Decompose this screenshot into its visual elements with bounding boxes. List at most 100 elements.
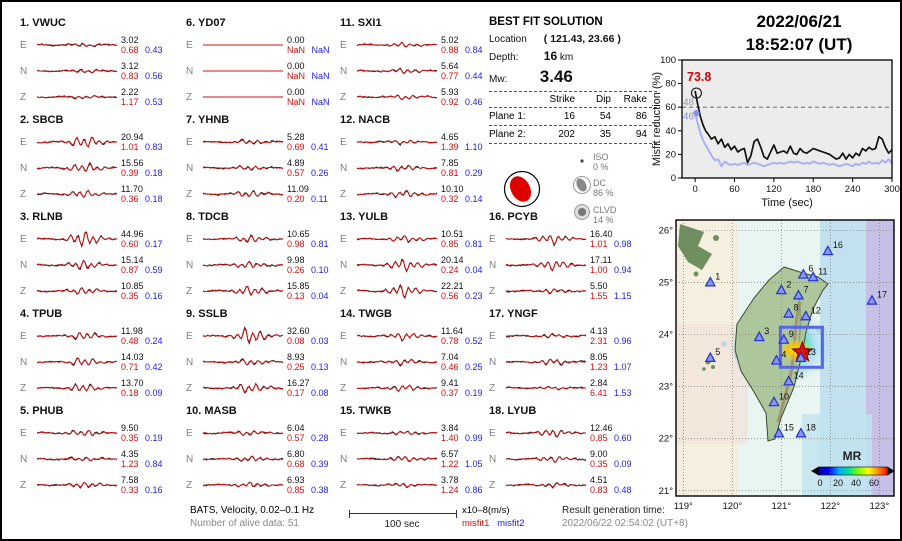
misfit1-value: 1.40	[441, 433, 459, 443]
component-label: Z	[340, 188, 347, 200]
depth-unit: km	[559, 52, 574, 63]
map-station-number: 2	[786, 279, 791, 289]
waveform-row: E 4.65 1.39 1.10	[340, 129, 487, 155]
svg-text:21°: 21°	[659, 486, 674, 497]
amplitude-value: 20.14	[441, 255, 464, 265]
clvd-circle-icon	[571, 203, 593, 226]
waveform-trace	[202, 429, 284, 437]
waveform-row: E 32.60 0.08 0.03	[186, 323, 338, 349]
misfit1-value: 0.35	[121, 291, 139, 301]
waveform-row: E 0.00 NaN NaN	[186, 32, 338, 58]
component-label: Z	[489, 479, 496, 491]
amplitude-value: 10.51	[441, 229, 464, 239]
waveform-trace	[505, 288, 587, 295]
amplitude-value: 9.41	[441, 378, 459, 388]
waveform-trace	[505, 429, 587, 438]
amplitude-value: 7.85	[441, 158, 459, 168]
waveform-trace	[202, 190, 284, 198]
waveform-row: E 10.51 0.85 0.81	[340, 226, 487, 252]
waveform-trace	[203, 96, 283, 98]
waveform-row: Z 2.84 6.41 1.53	[489, 375, 651, 401]
waveform-trace	[202, 285, 284, 297]
component-label: E	[186, 330, 193, 342]
waveform-trace	[202, 164, 284, 171]
amplitude-value: 3.12	[121, 61, 139, 71]
map-station-marker	[775, 284, 787, 295]
station-code: LYUB	[507, 405, 537, 417]
result-generation-info: Result generation time: 2022/06/22 02:54…	[562, 504, 688, 530]
map-station-marker	[704, 351, 716, 362]
misfit1-value: 0.68	[287, 459, 305, 469]
amplitude-value: 5.50	[590, 281, 608, 291]
misfit1-value: 2.31	[590, 336, 608, 346]
component-label: E	[340, 330, 347, 342]
map-station-number: 15	[784, 423, 794, 433]
component-label: Z	[489, 285, 496, 297]
component-label: N	[489, 259, 497, 271]
waveform-trace	[36, 456, 118, 462]
waveform-row: N 17.11 1.00 0.94	[489, 252, 651, 278]
component-label: N	[186, 162, 194, 174]
waveform-row: N 6.57 1.22 1.05	[340, 446, 487, 472]
misfit1-value: 1.22	[441, 459, 459, 469]
map-station-marker	[768, 396, 780, 407]
station-code: PCYB	[507, 211, 538, 223]
component-label: N	[489, 356, 497, 368]
waveform-row: N 8.93 0.25 0.13	[186, 349, 338, 375]
map-station-marker	[778, 333, 790, 344]
colorbar-tick: 20	[833, 478, 843, 488]
decomposition-legend: ISO 0 % DC 86 %	[571, 152, 616, 229]
station-code: VWUC	[32, 17, 66, 29]
component-label: N	[20, 259, 28, 271]
svg-text:60: 60	[665, 102, 676, 113]
waveform-row: E 11.64 0.78 0.52	[340, 323, 487, 349]
misfit2-value: 1.10	[465, 142, 483, 152]
svg-text:40: 40	[665, 126, 676, 137]
map-station-marker	[797, 268, 809, 279]
amplitude-value: 15.56	[121, 158, 144, 168]
component-label: Z	[186, 479, 193, 491]
depth-value: 16	[543, 49, 558, 63]
epicenter-search-box	[778, 325, 824, 369]
amplitude-value: 8.05	[590, 352, 608, 362]
misfit2-value: 0.09	[145, 388, 163, 398]
amplitude-value: 3.78	[441, 475, 459, 485]
misfit2-value: 0.28	[311, 433, 329, 443]
waveform-trace	[36, 331, 118, 341]
misfit2-value: 0.46	[465, 97, 483, 107]
waveform-trace	[36, 382, 118, 392]
station-block: 16. PCYB E 16.40 1.01 0.98 N 17.11 1.00	[489, 208, 651, 305]
component-label: E	[20, 233, 27, 245]
misfit1-value: 0.83	[121, 71, 139, 81]
map-station-number: 1	[715, 271, 720, 281]
misfit2-value: 0.11	[311, 194, 328, 204]
colorbar-gradient	[817, 466, 889, 476]
component-label: Z	[186, 382, 193, 394]
svg-text:80: 80	[665, 79, 676, 90]
misfit1-value: 0.48	[121, 336, 139, 346]
amplitude-value: 0.00	[287, 61, 305, 71]
waveform-trace	[202, 234, 284, 243]
svg-text:60: 60	[729, 184, 740, 195]
misfit2-value: 0.08	[311, 388, 329, 398]
plane-table: Strike Dip Rake Plane 1: 16 54 86 Plane …	[489, 91, 657, 144]
misfit2-value: 0.10	[311, 265, 329, 275]
waveform-trace	[356, 258, 438, 273]
misfit1-value: 0.17	[287, 388, 305, 398]
misfit2-value: 1.07	[614, 362, 632, 372]
waveform-trace	[36, 189, 118, 198]
amplitude-value: 15.85	[287, 281, 310, 291]
peak-value-label: 73.8	[687, 70, 711, 84]
svg-text:100: 100	[660, 55, 676, 66]
misfit2-legend: misfit2	[497, 518, 525, 529]
amplitude-value: 16.27	[287, 378, 310, 388]
waveform-row: E 3.02 0.68 0.43	[20, 32, 182, 58]
misfit2-value: 0.53	[145, 97, 163, 107]
map-station-number: 17	[877, 290, 887, 300]
amplitude-value: 11.70	[121, 184, 143, 194]
misfit2-value: 0.17	[145, 239, 163, 249]
misfit2-value: 0.60	[614, 433, 632, 443]
misfit2-value: 0.09	[614, 459, 632, 469]
misfit2-value: 0.52	[465, 336, 483, 346]
amplitude-value: 2.84	[590, 378, 608, 388]
